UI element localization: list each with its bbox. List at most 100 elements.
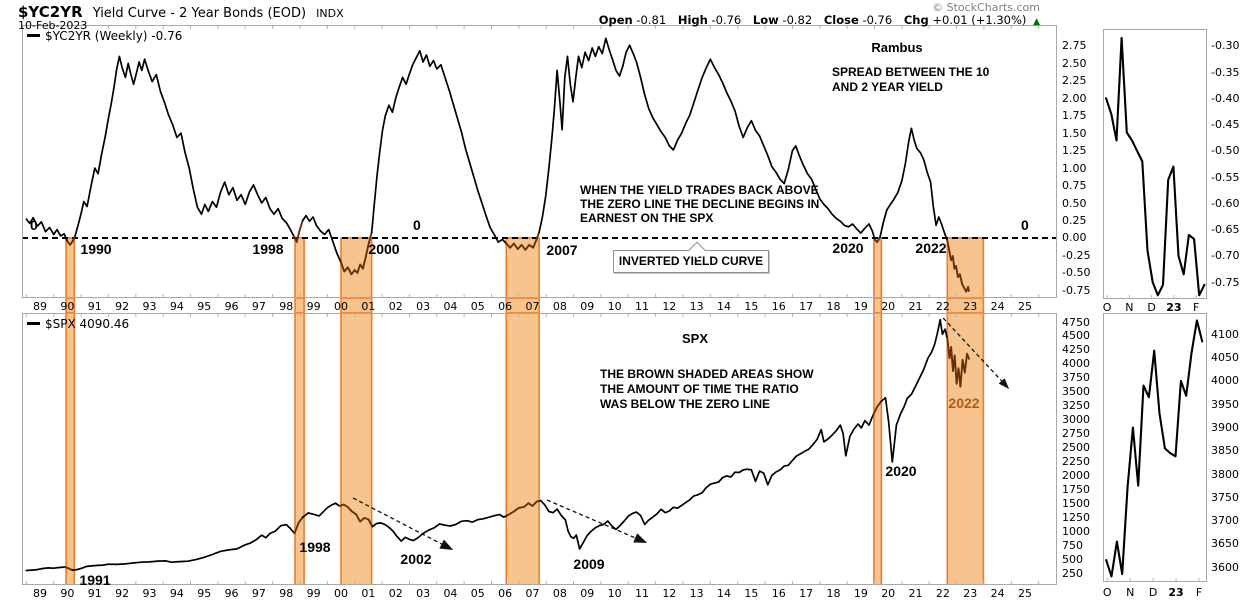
y-axis-label: -0.45 [1211, 118, 1240, 132]
price-line-brown-segment [66, 234, 77, 246]
y-axis-label: 2250 [1062, 454, 1090, 468]
inversion-shaded-band [65, 237, 76, 298]
y-axis-label: 4750 [1062, 315, 1090, 329]
x-axis-label: 13 [689, 587, 704, 600]
price-line-brown-segment [338, 503, 374, 528]
y-axis-label: 1.00 [1062, 161, 1087, 175]
x-axis-label: D [1148, 586, 1158, 599]
brown-areas-note-line1: THE BROWN SHADED AREAS SHOW [600, 367, 814, 381]
y-axis-label: 2.25 [1062, 74, 1087, 88]
bottom-year-1991: 1991 [79, 572, 111, 588]
close-label: Close [823, 13, 859, 27]
bottom-year-1998: 1998 [299, 539, 331, 555]
x-axis-label: 02 [388, 587, 403, 600]
inversion-shaded-band [294, 313, 305, 585]
ticker-symbol: $YC2YR [18, 3, 83, 21]
y-axis-label: -0.50 [1062, 266, 1091, 280]
x-axis-label: 16 [771, 587, 786, 600]
x-axis-label: F [1195, 586, 1203, 599]
y-axis-label: 4050 [1211, 351, 1239, 365]
price-line [1105, 319, 1204, 578]
inversion-shaded-band [340, 298, 373, 313]
inversion-shaded-band [946, 313, 985, 585]
price-line [1105, 36, 1206, 297]
y-axis-label: 3700 [1211, 514, 1239, 528]
zero-label-left: 0 [30, 217, 38, 233]
inversion-shaded-band [65, 298, 76, 313]
chg-label: Chg [903, 13, 929, 27]
price-line [74, 55, 295, 238]
x-axis-label: 23 [963, 587, 978, 600]
x-axis-label: N [1126, 586, 1135, 599]
y-axis-label: 3250 [1062, 399, 1090, 413]
top-year-2000: 2000 [368, 241, 400, 257]
x-axis-label: 08 [552, 587, 567, 600]
x-axis-label: 18 [826, 587, 841, 600]
inversion-shaded-band [65, 313, 76, 585]
x-axis-label: 94 [169, 587, 184, 600]
y-axis-label: 3750 [1062, 371, 1090, 385]
y-axis-label: 4100 [1211, 327, 1239, 341]
y-axis-label: 1750 [1062, 482, 1090, 496]
inversion-shaded-band [505, 313, 540, 585]
x-axis-label: O [1102, 586, 1112, 599]
zero-label-middle: 0 [413, 217, 421, 233]
close-value: -0.76 [862, 13, 893, 27]
spread-note-line1: SPREAD BETWEEN THE 10 [832, 65, 990, 79]
brown-areas-note-line2: THE AMOUNT OF TIME THE RATIO [600, 382, 799, 396]
low-label: Low [752, 13, 779, 27]
price-line [539, 414, 874, 550]
y-axis-label: 2.75 [1062, 39, 1087, 53]
chart-panel-border [1103, 29, 1207, 299]
spx-inset-chart [1103, 313, 1207, 582]
spx-chart [22, 313, 1057, 585]
trend-arrowhead [998, 378, 1010, 390]
x-axis-label: 97 [251, 587, 266, 600]
trend-arrowhead [633, 533, 648, 544]
y-axis-label: -0.70 [1211, 249, 1240, 263]
price-line [371, 513, 509, 542]
price-line [879, 127, 949, 242]
inversion-shaded-band [873, 298, 883, 313]
inversion-shaded-band [340, 313, 373, 585]
x-axis-label: 91 [87, 587, 102, 600]
y-axis-label: 2750 [1062, 427, 1090, 441]
y-axis-label: 0.75 [1062, 179, 1087, 193]
y-axis-label: -0.75 [1211, 275, 1240, 289]
y-axis-label: 1.75 [1062, 109, 1087, 123]
top-year-2022: 2022 [915, 240, 947, 256]
chart-date: 10-Feb-2023 [18, 19, 88, 32]
price-line [25, 566, 67, 572]
chart-panel-border [1103, 313, 1207, 582]
x-axis-label: 19 [853, 587, 868, 600]
y-axis-label: 4000 [1062, 357, 1090, 371]
top-chart-legend-text: $YC2YR (Weekly) -0.76 [45, 29, 183, 43]
y-axis-label: 1500 [1062, 496, 1090, 510]
x-axis-label: 11 [634, 587, 649, 600]
zero-note-line2: THE ZERO LINE THE DECLINE BEGINS IN [580, 197, 820, 211]
yield-spread-chart [22, 25, 1057, 298]
y-axis-label: 3900 [1211, 420, 1239, 434]
y-axis-label: 3800 [1211, 467, 1239, 481]
price-line-brown-segment [506, 499, 542, 517]
y-axis-label: 4250 [1062, 343, 1090, 357]
chart-title: $YC2YR Yield Curve - 2 Year Bonds (EOD) … [18, 2, 344, 21]
trend-arrow-line [352, 497, 442, 545]
bottom-year-2002: 2002 [400, 551, 432, 567]
chg-value: +0.01 (+1.30%) [932, 13, 1027, 27]
x-axis-label: 20 [881, 587, 896, 600]
y-axis-label: -0.50 [1211, 144, 1240, 158]
bottom-chart-legend-text: $SPX 4090.46 [45, 317, 130, 331]
inversion-shaded-band [505, 237, 540, 298]
x-axis-label: 99 [306, 587, 321, 600]
x-axis-label: 22 [935, 587, 950, 600]
x-axis-label: 95 [197, 587, 212, 600]
inversion-shaded-band [505, 298, 540, 313]
legend-line-swatch [27, 34, 40, 37]
price-line-brown-segment [64, 566, 74, 572]
x-axis-label: 89 [33, 587, 48, 600]
y-axis-label: 2.00 [1062, 91, 1087, 105]
x-axis-label: 90 [60, 587, 75, 600]
x-axis-label: 25 [1017, 587, 1032, 600]
exchange-label: INDX [316, 7, 344, 20]
